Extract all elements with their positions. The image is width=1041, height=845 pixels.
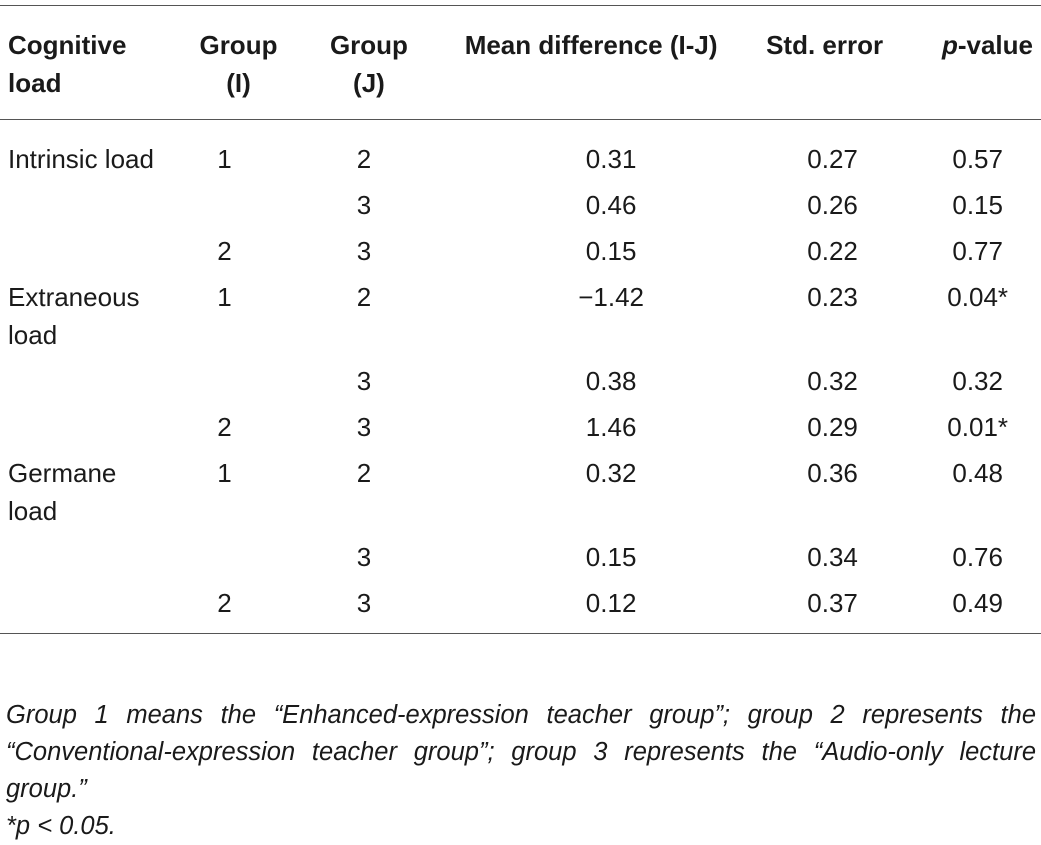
cell-group-i: 1 [217,144,232,174]
table-row: 2 3 0.15 0.22 0.77 [0,228,1041,274]
table-row: Germane load 1 2 0.32 0.36 0.48 [0,450,1041,534]
cell-mean-difference: 0.15 [585,542,637,572]
cell-cognitive-load [0,404,170,450]
header-cognitive-load: Cognitive load [8,30,127,98]
table-row: Intrinsic load 1 2 0.31 0.27 0.57 [0,120,1041,183]
table-row: 3 0.15 0.34 0.76 [0,534,1041,580]
cell-group-j: 3 [356,412,372,442]
header-std-error: Std. error [766,30,884,60]
cell-group-i: 1 [217,282,232,312]
cell-cognitive-load [0,534,170,580]
cell-group-j: 3 [356,190,372,220]
cell-group-i [170,534,306,580]
header-mean-difference: Mean difference (I-J) [464,30,718,60]
header-p-value: p-value [941,30,1033,60]
cell-p-value: 0.32 [952,366,1003,396]
table-footnote: Group 1 means the “Enhanced-expression t… [6,697,1036,845]
table-row: 2 3 1.46 0.29 0.01* [0,404,1041,450]
table-body: Intrinsic load 1 2 0.31 0.27 0.57 3 0.46 0.26 0.1… [0,120,1041,634]
cell-group-i [170,182,306,228]
cell-cognitive-load [0,182,170,228]
cell-cognitive-load: Intrinsic load [8,144,154,174]
cell-p-value: 0.49 [952,588,1003,618]
cell-group-i: 2 [217,588,232,618]
cell-p-value: 0.15 [952,190,1003,220]
cell-std-error: 0.36 [807,458,858,488]
cell-p-value: 0.57 [952,144,1003,174]
footnote-group-definitions: Group 1 means the “Enhanced-expression t… [6,701,1036,803]
cell-std-error: 0.37 [807,588,858,618]
table-row: Extraneous load 1 2 −1.42 0.23 0.04* [0,274,1041,358]
header-row: Cognitive load Group (I) Group (J) Mean … [0,5,1041,120]
cell-std-error: 0.22 [807,236,858,266]
cell-p-value: 0.76 [952,542,1003,572]
cell-group-j: 3 [356,366,372,396]
cell-group-i [170,358,306,404]
cell-p-value: 0.01* [947,412,1009,442]
cell-std-error: 0.23 [807,282,858,312]
cell-cognitive-load: Extraneous load [8,282,140,350]
cell-group-j: 3 [356,236,372,266]
header-group-i: Group (I) [199,30,278,98]
cell-mean-difference: −1.42 [578,282,644,312]
cell-std-error: 0.32 [807,366,858,396]
table-header: Cognitive load Group (I) Group (J) Mean … [0,5,1041,120]
cell-group-j: 3 [356,588,372,618]
cell-mean-difference: 0.46 [585,190,637,220]
posthoc-comparison-table: Cognitive load Group (I) Group (J) Mean … [0,5,1041,634]
cell-group-i: 1 [217,458,232,488]
cell-group-j: 3 [356,542,372,572]
cell-mean-difference: 0.15 [585,236,637,266]
cell-mean-difference: 0.32 [585,458,637,488]
cell-mean-difference: 0.38 [585,366,637,396]
cell-cognitive-load [0,228,170,274]
cell-std-error: 0.34 [807,542,858,572]
cell-mean-difference: 1.46 [585,412,637,442]
cell-cognitive-load [0,358,170,404]
table-row: 3 0.38 0.32 0.32 [0,358,1041,404]
cell-p-value: 0.77 [952,236,1003,266]
cell-group-i: 2 [217,236,232,266]
cell-group-j: 2 [356,282,372,312]
cell-std-error: 0.27 [807,144,858,174]
cell-cognitive-load: Germane load [8,458,117,526]
cell-mean-difference: 0.12 [585,588,637,618]
cell-p-value: 0.48 [952,458,1003,488]
cell-group-i: 2 [217,412,232,442]
table-row: 3 0.46 0.26 0.15 [0,182,1041,228]
header-group-j: Group (J) [329,30,408,98]
cell-std-error: 0.26 [807,190,858,220]
cell-group-j: 2 [356,458,372,488]
cell-p-value: 0.04* [947,282,1009,312]
cell-cognitive-load [0,580,170,634]
table-row: 2 3 0.12 0.37 0.49 [0,580,1041,634]
cell-mean-difference: 0.31 [585,144,637,174]
footnote-significance: *p < 0.05. [6,812,116,840]
cell-group-j: 2 [356,144,372,174]
cell-std-error: 0.29 [807,412,858,442]
